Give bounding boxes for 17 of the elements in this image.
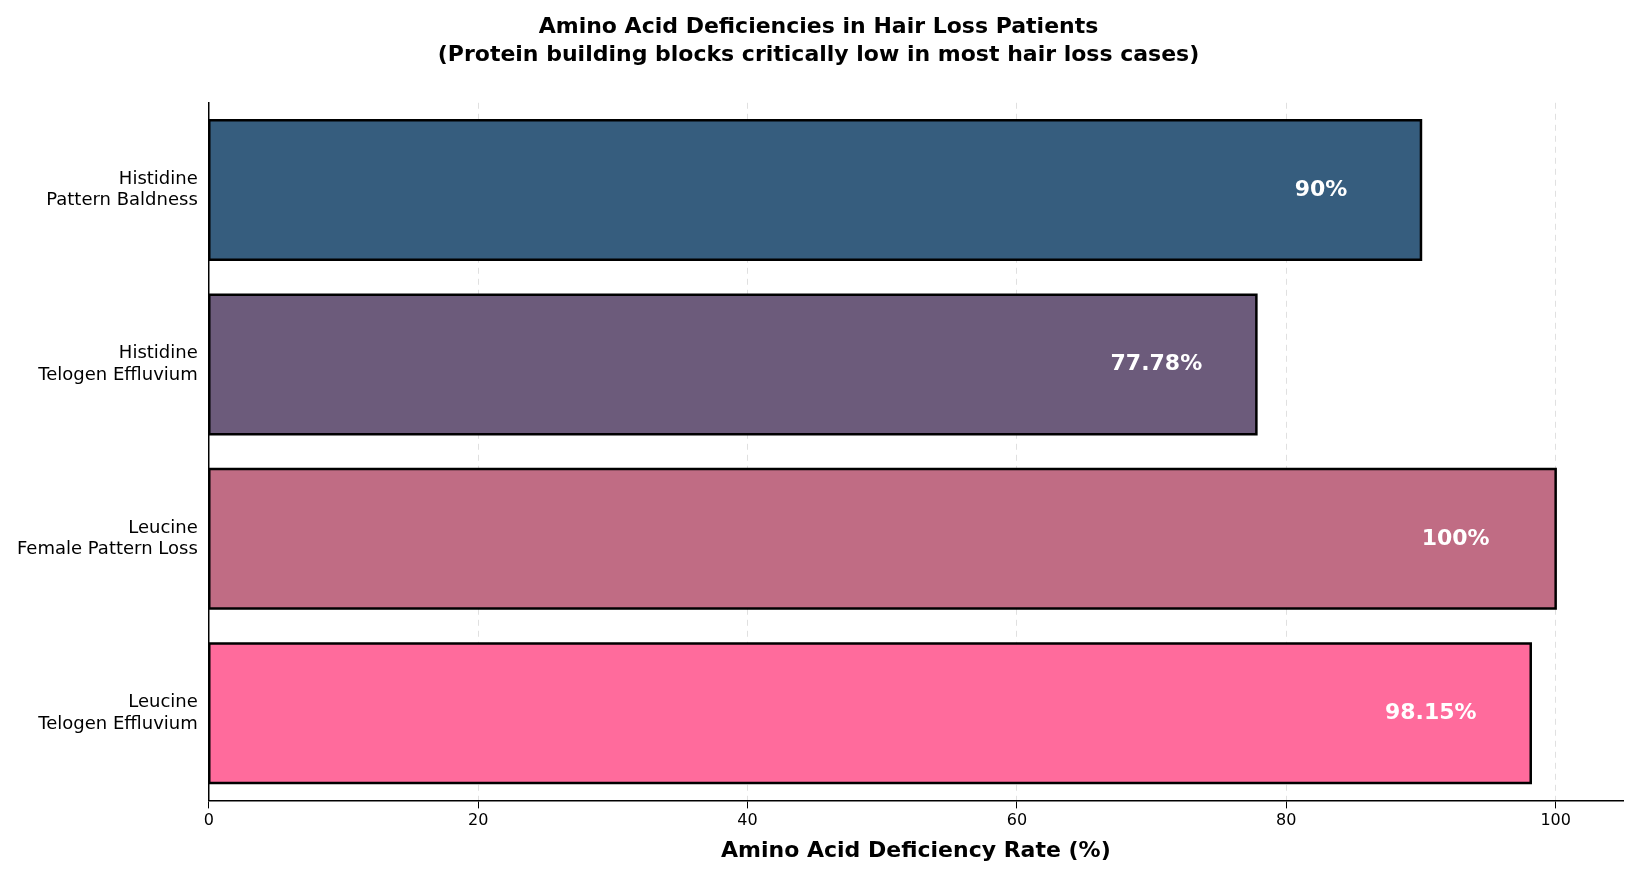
x-axis-title: Amino Acid Deficiency Rate (%) <box>721 836 1111 862</box>
x-tick-label: 100 <box>1540 810 1571 830</box>
chart-title: Amino Acid Deficiencies in Hair Loss Patients <box>538 12 1099 38</box>
data-label: 77.78% <box>1110 350 1203 376</box>
x-tick-label: 20 <box>467 810 489 830</box>
x-tick-label: 60 <box>1006 810 1028 830</box>
y-tick-label: Leucine Telogen Effluvium <box>37 690 198 733</box>
x-tick-label: 40 <box>737 810 758 830</box>
data-label: 100% <box>1421 524 1490 550</box>
x-tick-label: 80 <box>1276 810 1297 830</box>
x-tick-label: 0 <box>203 810 214 830</box>
data-label: 90% <box>1294 175 1348 201</box>
y-tick-label: Histidine Telogen Effluvium <box>37 341 198 384</box>
y-tick-label: Leucine Female Pattern Loss <box>17 515 198 559</box>
chart-subtitle: (Protein building blocks critically low in most hair loss cases) <box>437 41 1200 67</box>
data-label: 98.15% <box>1384 698 1477 724</box>
y-tick-label: Histidine Pattern Baldness <box>46 166 198 210</box>
